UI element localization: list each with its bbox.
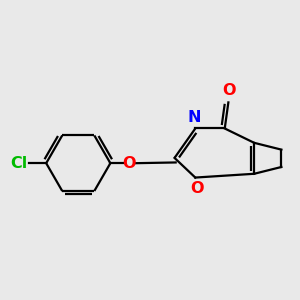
- Text: Cl: Cl: [10, 156, 27, 171]
- Text: O: O: [222, 83, 235, 98]
- Text: N: N: [188, 110, 201, 125]
- Text: O: O: [190, 181, 204, 196]
- Text: O: O: [122, 156, 136, 171]
